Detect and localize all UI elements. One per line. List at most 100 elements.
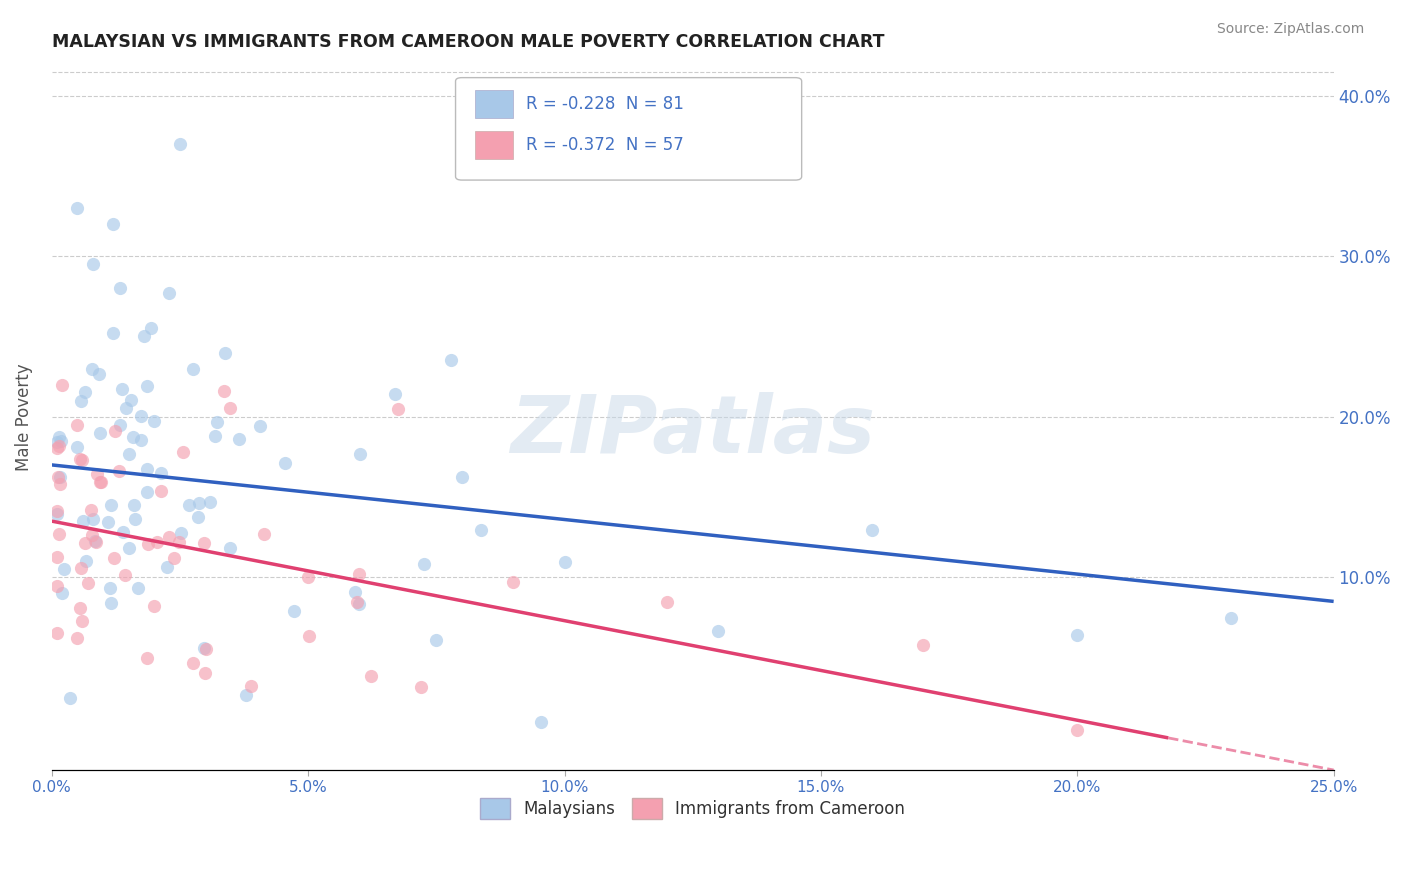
Point: [655, 595, 678, 609]
Point: [66, 440, 89, 454]
Point: [69, 601, 91, 615]
Point: [118, 447, 141, 461]
Legend: Malaysians, Immigrants from Cameroon: Malaysians, Immigrants from Cameroon: [474, 791, 912, 825]
Point: [707, 624, 730, 638]
Point: [80, 503, 103, 517]
Point: [114, 568, 136, 582]
Point: [75, 554, 97, 568]
Point: [146, 534, 169, 549]
Point: [169, 535, 191, 549]
Point: [51, 586, 73, 600]
Point: [135, 485, 157, 500]
Point: [183, 361, 205, 376]
Point: [45, 549, 67, 564]
Point: [344, 584, 367, 599]
Point: [122, 498, 145, 512]
Point: [135, 462, 157, 476]
FancyBboxPatch shape: [456, 78, 801, 180]
Point: [530, 714, 553, 729]
Point: [108, 418, 131, 433]
Point: [45, 579, 67, 593]
Point: [1066, 723, 1088, 737]
Point: [297, 570, 319, 584]
Point: [181, 656, 204, 670]
Point: [121, 430, 143, 444]
Point: [80, 528, 103, 542]
Point: [219, 401, 242, 416]
Point: [107, 464, 129, 478]
Point: [136, 536, 159, 550]
Point: [51, 434, 73, 449]
Point: [114, 401, 136, 415]
Point: [103, 217, 125, 231]
Point: [150, 483, 173, 498]
Point: [51, 377, 73, 392]
Point: [177, 498, 200, 512]
Point: [170, 526, 193, 541]
Point: [1066, 628, 1088, 642]
Point: [70, 453, 93, 467]
Point: [124, 511, 146, 525]
Point: [49, 476, 72, 491]
Point: [384, 387, 406, 401]
Point: [387, 402, 409, 417]
Point: [111, 524, 134, 539]
Point: [205, 415, 228, 429]
Text: MALAYSIAN VS IMMIGRANTS FROM CAMEROON MALE POVERTY CORRELATION CHART: MALAYSIAN VS IMMIGRANTS FROM CAMEROON MA…: [52, 33, 884, 51]
Point: [249, 419, 271, 434]
Point: [451, 470, 474, 484]
Point: [142, 599, 165, 613]
Point: [135, 651, 157, 665]
Point: [103, 326, 125, 341]
Point: [48, 526, 70, 541]
Point: [163, 550, 186, 565]
Point: [70, 394, 93, 409]
Point: [97, 515, 120, 529]
Point: [53, 562, 76, 576]
Point: [274, 456, 297, 470]
Point: [90, 475, 112, 490]
Point: [87, 368, 110, 382]
Point: [346, 595, 368, 609]
Point: [45, 626, 67, 640]
Point: [412, 557, 434, 571]
Point: [118, 541, 141, 555]
Point: [66, 201, 89, 215]
Text: R = -0.228  N = 81: R = -0.228 N = 81: [526, 95, 683, 112]
Point: [98, 582, 121, 596]
Point: [912, 638, 935, 652]
Point: [502, 575, 524, 590]
Point: [409, 681, 432, 695]
Point: [70, 615, 93, 629]
Point: [103, 551, 125, 566]
Point: [212, 384, 235, 398]
Point: [347, 597, 370, 611]
Point: [194, 642, 217, 657]
Point: [75, 384, 97, 399]
Point: [45, 508, 67, 522]
Point: [142, 414, 165, 428]
Point: [82, 257, 104, 271]
Point: [48, 430, 70, 444]
Point: [49, 470, 72, 484]
Text: Source: ZipAtlas.com: Source: ZipAtlas.com: [1216, 22, 1364, 37]
Point: [235, 688, 257, 702]
Point: [84, 533, 107, 548]
Point: [186, 509, 208, 524]
Point: [218, 541, 240, 556]
Point: [46, 469, 69, 483]
Point: [360, 668, 382, 682]
Point: [127, 581, 149, 595]
Point: [349, 567, 371, 582]
Text: R = -0.372  N = 57: R = -0.372 N = 57: [526, 136, 683, 153]
Point: [80, 361, 103, 376]
Point: [194, 666, 217, 681]
Point: [110, 281, 132, 295]
Point: [169, 136, 191, 151]
Point: [253, 527, 276, 541]
Point: [188, 496, 211, 510]
Point: [82, 512, 104, 526]
Point: [198, 495, 221, 509]
Point: [132, 329, 155, 343]
Point: [89, 475, 111, 490]
